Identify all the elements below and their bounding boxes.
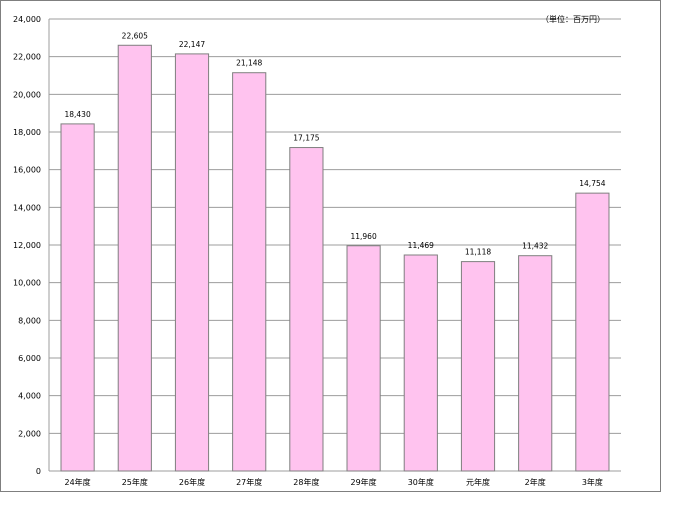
y-tick-label: 22,000 xyxy=(13,53,41,62)
x-category-label: 26年度 xyxy=(179,477,205,487)
y-tick-label: 18,000 xyxy=(13,128,41,137)
data-labels: 18,430 22,605 22,147 21,148 17,175 11,960 11,4… xyxy=(64,31,605,256)
bars xyxy=(60,44,610,472)
chart-frame: 0 2,000 4,000 6,000 8,000 10,000 12,000 14,000 1… xyxy=(0,0,661,492)
y-tick-label: 16,000 xyxy=(13,166,41,175)
bar xyxy=(117,44,152,472)
y-tick-label: 0 xyxy=(36,467,41,476)
data-label: 22,605 xyxy=(122,31,148,40)
data-label: 11,960 xyxy=(350,232,376,241)
data-label: 18,430 xyxy=(64,110,90,119)
bar xyxy=(289,147,324,472)
bar xyxy=(460,261,496,472)
x-category-label: 28年度 xyxy=(293,477,319,487)
y-tick-label: 12,000 xyxy=(13,241,41,250)
bar xyxy=(60,123,95,472)
x-category-label: 25年度 xyxy=(122,477,148,487)
x-category-label: 3年度 xyxy=(582,477,603,487)
y-tick-label: 14,000 xyxy=(13,203,41,212)
bar xyxy=(232,72,267,472)
x-category-label: 24年度 xyxy=(65,477,91,487)
data-label: 17,175 xyxy=(293,134,319,143)
y-tick-label: 4,000 xyxy=(18,392,41,401)
x-category-label: 27年度 xyxy=(236,477,262,487)
x-category-label: 元年度 xyxy=(466,477,490,487)
data-label: 11,118 xyxy=(465,248,491,257)
data-label: 11,432 xyxy=(522,242,548,251)
unit-label: （単位：百万円） xyxy=(541,14,605,24)
data-label: 22,147 xyxy=(179,40,205,49)
bar xyxy=(174,53,210,472)
data-label: 11,469 xyxy=(408,241,434,250)
x-category-label: 2年度 xyxy=(525,477,546,487)
y-axis-ticks: 0 2,000 4,000 6,000 8,000 10,000 12,000 14,000 1… xyxy=(13,15,41,476)
y-tick-label: 2,000 xyxy=(18,429,41,438)
bar-chart: 0 2,000 4,000 6,000 8,000 10,000 12,000 14,000 1… xyxy=(13,14,621,487)
x-axis-categories: 24年度 25年度 26年度 27年度 28年度 29年度 30年度 元年度 2年度 3年度 xyxy=(65,477,603,487)
bar xyxy=(518,255,553,472)
x-category-label: 29年度 xyxy=(351,477,377,487)
data-label: 14,754 xyxy=(579,179,605,188)
y-tick-label: 6,000 xyxy=(18,354,41,363)
bar xyxy=(403,254,438,472)
y-tick-label: 10,000 xyxy=(13,279,41,288)
y-tick-label: 24,000 xyxy=(13,15,41,24)
bar xyxy=(575,192,610,472)
y-tick-label: 8,000 xyxy=(18,316,41,325)
data-label: 21,148 xyxy=(236,59,262,68)
y-tick-label: 20,000 xyxy=(13,90,41,99)
bar xyxy=(346,245,381,472)
x-category-label: 30年度 xyxy=(408,477,434,487)
